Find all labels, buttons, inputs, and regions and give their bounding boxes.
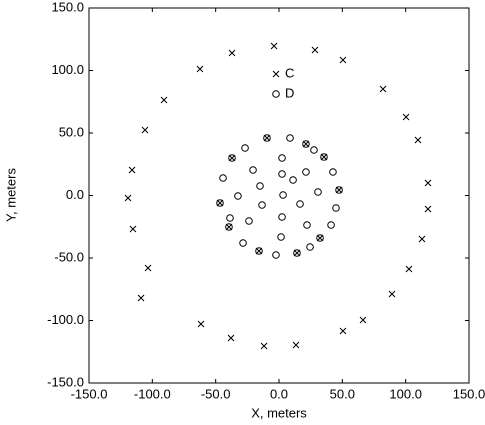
point	[216, 199, 224, 207]
y-tick-label: -100.0	[47, 312, 84, 327]
point	[278, 170, 286, 178]
point	[255, 247, 263, 255]
point	[239, 239, 247, 247]
point	[128, 166, 136, 174]
y-tick-label: 100.0	[51, 62, 84, 77]
legend-marker	[272, 70, 280, 78]
point	[278, 154, 286, 162]
point	[270, 42, 278, 50]
point	[388, 290, 396, 298]
point	[339, 327, 347, 335]
point	[227, 334, 235, 342]
point	[335, 186, 343, 194]
x-tick-label: 50.0	[330, 386, 355, 401]
point	[249, 166, 257, 174]
point	[286, 134, 294, 142]
point	[219, 174, 227, 182]
x-tick-label: -100.0	[134, 386, 171, 401]
point	[302, 140, 310, 148]
point	[234, 192, 242, 200]
point	[292, 341, 300, 349]
point	[335, 186, 343, 194]
point	[310, 146, 318, 154]
x-tick-label: 100.0	[389, 386, 422, 401]
y-tick-label: 150.0	[51, 0, 84, 14]
point	[129, 225, 137, 233]
point	[293, 249, 301, 257]
point	[141, 126, 149, 134]
point	[241, 144, 249, 152]
point	[137, 294, 145, 302]
point	[124, 194, 132, 202]
point	[320, 153, 328, 161]
point	[414, 136, 422, 144]
point	[327, 221, 335, 229]
point	[424, 205, 432, 213]
point	[316, 234, 324, 242]
x-axis-title: X, meters	[251, 405, 307, 420]
point	[225, 223, 233, 231]
x-tick-label: 150.0	[453, 386, 485, 401]
point	[405, 265, 413, 273]
point	[144, 264, 152, 272]
point	[359, 316, 367, 324]
y-tick-label: 0.0	[66, 187, 84, 202]
point	[228, 154, 236, 162]
point	[228, 49, 236, 57]
x-tick-label: 0.0	[270, 386, 288, 401]
point	[278, 213, 286, 221]
point	[379, 85, 387, 93]
point	[311, 46, 319, 54]
point	[197, 320, 205, 328]
point	[245, 217, 253, 225]
point	[255, 247, 263, 255]
point	[289, 176, 297, 184]
point	[424, 179, 432, 187]
point	[303, 221, 311, 229]
point	[320, 153, 328, 161]
x-tick-label: -150.0	[71, 386, 108, 401]
point	[160, 96, 168, 104]
x-tick-label: -50.0	[201, 386, 231, 401]
point	[314, 188, 322, 196]
y-tick-label: 50.0	[59, 124, 84, 139]
point	[402, 113, 410, 121]
point	[339, 56, 347, 64]
point	[196, 65, 204, 73]
point	[258, 201, 266, 209]
point	[260, 342, 268, 350]
plot-frame	[88, 7, 470, 384]
point	[306, 243, 314, 251]
y-tick-label: -150.0	[47, 374, 84, 389]
point	[226, 214, 234, 222]
point	[216, 199, 224, 207]
point	[418, 235, 426, 243]
point	[329, 168, 337, 176]
point	[256, 182, 264, 190]
point	[279, 191, 287, 199]
point	[302, 168, 310, 176]
y-tick-label: -50.0	[54, 249, 84, 264]
point	[302, 140, 310, 148]
point	[316, 234, 324, 242]
point	[228, 154, 236, 162]
point	[293, 249, 301, 257]
point	[263, 134, 271, 142]
legend-label: C	[285, 65, 294, 80]
point	[277, 233, 285, 241]
point	[332, 204, 340, 212]
point	[272, 251, 280, 259]
point	[263, 134, 271, 142]
legend-label: D	[285, 85, 294, 100]
legend-marker	[272, 90, 280, 98]
point	[225, 223, 233, 231]
y-axis-title: Y, meters	[3, 168, 18, 222]
point	[296, 200, 304, 208]
